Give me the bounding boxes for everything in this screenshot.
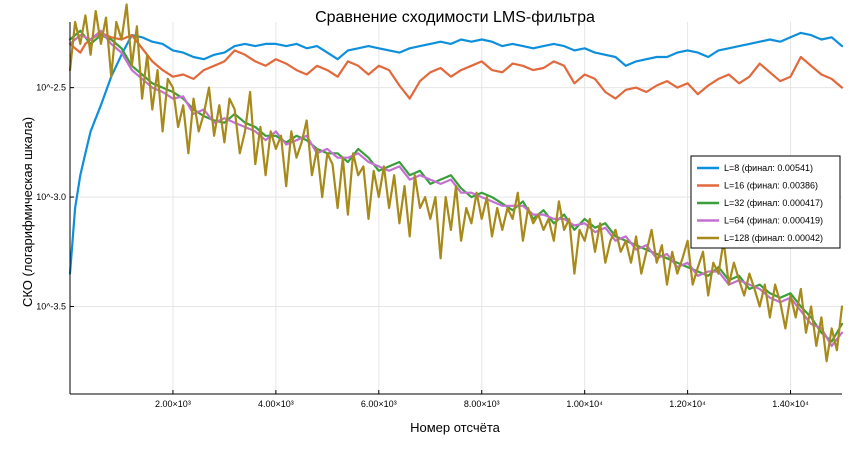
legend-entry: L=64 (финал: 0.000419) [724, 216, 823, 226]
y-axis-label: СКО (логарифмическая шкала) [20, 117, 35, 307]
legend-entry: L=32 (финал: 0.000417) [724, 198, 823, 208]
x-tick-label: 2.00×10³ [155, 399, 191, 409]
legend-entry: L=8 (финал: 0.00541) [724, 163, 813, 173]
legend: L=8 (финал: 0.00541) L=16 (финал: 0.00386… [690, 155, 841, 249]
y-tick-label: 10^-2.5 [36, 83, 66, 93]
axes [69, 22, 842, 395]
chart-title: Сравнение сходимости LMS-фильтра [315, 9, 595, 26]
x-axis-label: Номер отсчёта [410, 420, 501, 435]
series-lines [68, 3, 844, 363]
x-tick-label: 1.20×10⁴ [669, 399, 706, 409]
x-tick-label: 1.00×10⁴ [566, 399, 603, 409]
y-tick-label: 10^-3.0 [36, 192, 66, 202]
series-line-1 [68, 31, 844, 100]
y-tick-labels: 10^-2.5 10^-3.0 10^-3.5 [36, 83, 74, 311]
series-line-4 [68, 3, 844, 363]
x-tick-label: 4.00×10³ [258, 399, 294, 409]
x-tick-label: 1.40×10⁴ [772, 399, 809, 409]
x-tick-label: 8.00×10³ [464, 399, 500, 409]
x-tick-labels: 2.00×10³ 4.00×10³ 6.00×10³ 8.00×10³ 1.00×10⁴… [155, 390, 809, 409]
x-tick-label: 6.00×10³ [361, 399, 397, 409]
y-tick-label: 10^-3.5 [36, 301, 66, 311]
legend-entry: L=128 (финал: 0.00042) [724, 233, 823, 243]
legend-entry: L=16 (финал: 0.00386) [724, 181, 818, 191]
series-line-0 [68, 31, 844, 275]
